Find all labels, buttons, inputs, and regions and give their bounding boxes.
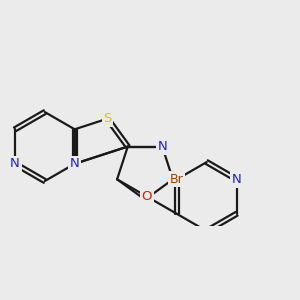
- Text: N: N: [158, 140, 167, 153]
- Text: O: O: [142, 190, 152, 203]
- Text: N: N: [70, 157, 80, 170]
- Text: N: N: [10, 157, 20, 170]
- Text: Br: Br: [170, 173, 184, 186]
- Text: N: N: [232, 173, 242, 186]
- Text: S: S: [103, 112, 112, 125]
